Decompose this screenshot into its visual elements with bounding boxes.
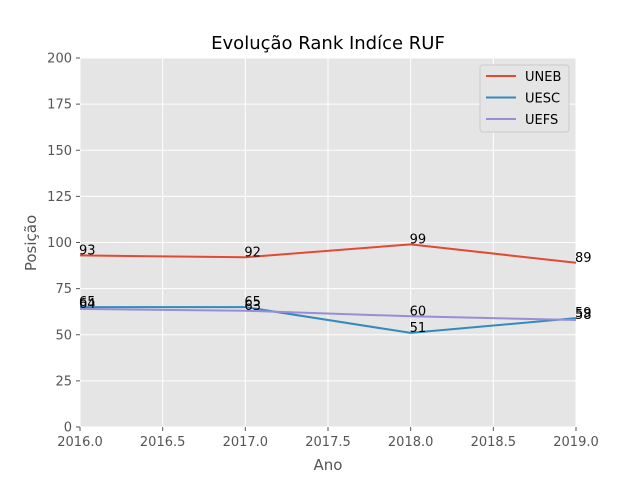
- data-label: 99: [410, 232, 427, 247]
- data-label: 60: [410, 304, 427, 319]
- series-line-uneb: [79, 243, 577, 264]
- series-lines: [79, 243, 577, 334]
- y-tick-label: 0: [64, 421, 72, 436]
- data-labels: 93 92 99 89 65 65 51 59 64 63 60 58: [79, 232, 592, 336]
- y-tick-label: 25: [55, 374, 72, 389]
- y-tick-label: 75: [55, 282, 72, 297]
- data-label: 93: [79, 243, 96, 258]
- y-tick-label: 100: [47, 236, 72, 251]
- axis-ticks: 2016.0 2016.5 2017.0 2017.5 2018.0 2018.5 2019…: [47, 52, 599, 451]
- data-label: 65: [244, 295, 261, 310]
- y-axis-label: Posição: [22, 215, 40, 271]
- data-label: 65: [79, 295, 96, 310]
- data-label: 64: [79, 297, 96, 312]
- y-tick-label: 50: [55, 328, 72, 343]
- y-tick-label: 125: [47, 190, 72, 205]
- data-label: 58: [575, 308, 592, 323]
- series-line-uesc: [80, 306, 577, 334]
- legend-label-uneb: UNEB: [525, 70, 561, 85]
- series-line-uefs: [79, 307, 577, 321]
- legend-box: [479, 64, 570, 133]
- data-label: 63: [244, 299, 261, 314]
- data-label: 59: [575, 306, 592, 321]
- x-tick-label: 2016.5: [140, 435, 186, 450]
- x-tick-label: 2016.0: [57, 435, 103, 450]
- y-tick-label: 200: [47, 52, 72, 67]
- x-axis-label: Ano: [314, 456, 343, 474]
- x-tick-label: 2018.0: [388, 435, 434, 450]
- x-tick-label: 2018.5: [471, 435, 517, 450]
- x-tick-label: 2017.0: [223, 435, 269, 450]
- x-tick-label: 2019.0: [553, 435, 599, 450]
- data-label: 89: [575, 251, 592, 266]
- y-tick-label: 150: [47, 144, 72, 159]
- data-label: 92: [244, 245, 261, 260]
- data-label: 51: [410, 321, 427, 336]
- legend-label-uesc: UESC: [525, 92, 560, 107]
- x-tick-label: 2017.5: [305, 435, 351, 450]
- legend-label-uefs: UEFS: [525, 113, 558, 128]
- y-tick-label: 175: [47, 98, 72, 113]
- legend: UNEB UESC UEFS: [479, 64, 570, 133]
- chart-title: Evolução Rank Indíce RUF: [211, 33, 445, 54]
